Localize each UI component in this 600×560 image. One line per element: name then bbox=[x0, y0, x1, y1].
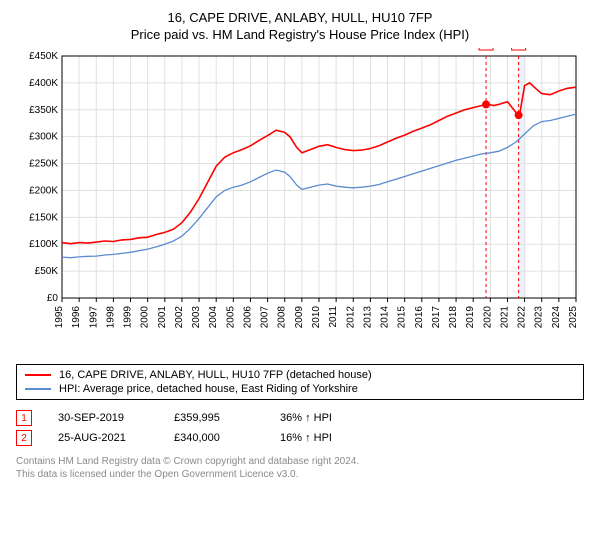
svg-text:£400K: £400K bbox=[29, 78, 58, 89]
transaction-marker: 2 bbox=[16, 430, 32, 446]
svg-text:2014: 2014 bbox=[380, 306, 391, 329]
chart-svg: £0 £50K £100K £150K £200K £250K £300K £350K £400… bbox=[14, 48, 586, 358]
svg-text:£50K: £50K bbox=[35, 266, 59, 277]
transaction-price: £359,995 bbox=[174, 412, 254, 424]
legend-swatch bbox=[25, 374, 51, 376]
svg-text:2019: 2019 bbox=[465, 306, 476, 329]
transaction-marker: 1 bbox=[16, 410, 32, 426]
transaction-row: 1 30-SEP-2019 £359,995 36% ↑ HPI bbox=[16, 408, 584, 428]
svg-text:2: 2 bbox=[516, 48, 522, 50]
legend-label: HPI: Average price, detached house, East… bbox=[59, 383, 358, 395]
svg-text:2003: 2003 bbox=[191, 306, 202, 329]
svg-text:1996: 1996 bbox=[71, 306, 82, 329]
svg-text:2008: 2008 bbox=[277, 306, 288, 329]
svg-text:2000: 2000 bbox=[140, 306, 151, 329]
svg-text:2007: 2007 bbox=[260, 306, 271, 329]
transaction-row: 2 25-AUG-2021 £340,000 16% ↑ HPI bbox=[16, 428, 584, 448]
footer-line1: Contains HM Land Registry data © Crown c… bbox=[16, 456, 584, 469]
svg-text:2013: 2013 bbox=[362, 306, 373, 329]
transaction-diff: 36% ↑ HPI bbox=[280, 412, 360, 424]
svg-text:£450K: £450K bbox=[29, 51, 58, 62]
svg-text:2002: 2002 bbox=[174, 306, 185, 329]
svg-text:1999: 1999 bbox=[123, 306, 134, 329]
svg-text:£300K: £300K bbox=[29, 132, 58, 143]
svg-text:£250K: £250K bbox=[29, 159, 58, 170]
svg-text:£150K: £150K bbox=[29, 212, 58, 223]
svg-text:2025: 2025 bbox=[568, 306, 579, 329]
footer-attribution: Contains HM Land Registry data © Crown c… bbox=[16, 456, 584, 481]
svg-text:2001: 2001 bbox=[157, 306, 168, 329]
svg-text:2012: 2012 bbox=[345, 306, 356, 329]
svg-text:2009: 2009 bbox=[294, 306, 305, 329]
svg-text:2016: 2016 bbox=[414, 306, 425, 329]
svg-text:2010: 2010 bbox=[311, 306, 322, 329]
svg-text:2020: 2020 bbox=[482, 306, 493, 329]
transaction-price: £340,000 bbox=[174, 432, 254, 444]
svg-text:1997: 1997 bbox=[88, 306, 99, 329]
legend-item: HPI: Average price, detached house, East… bbox=[25, 383, 575, 395]
chart-subtitle: Price paid vs. HM Land Registry's House … bbox=[14, 27, 586, 42]
transactions-table: 1 30-SEP-2019 £359,995 36% ↑ HPI 2 25-AUG-202… bbox=[16, 408, 584, 448]
chart: £0 £50K £100K £150K £200K £250K £300K £350K £400… bbox=[14, 48, 586, 358]
svg-text:2015: 2015 bbox=[397, 306, 408, 329]
legend-label: 16, CAPE DRIVE, ANLABY, HULL, HU10 7FP (… bbox=[59, 369, 372, 381]
transaction-date: 30-SEP-2019 bbox=[58, 412, 148, 424]
svg-text:£100K: £100K bbox=[29, 239, 58, 250]
svg-text:£0: £0 bbox=[47, 293, 59, 304]
svg-text:2021: 2021 bbox=[499, 306, 510, 329]
svg-text:1995: 1995 bbox=[54, 306, 65, 329]
svg-text:1998: 1998 bbox=[105, 306, 116, 329]
svg-text:2005: 2005 bbox=[225, 306, 236, 329]
svg-text:2006: 2006 bbox=[242, 306, 253, 329]
svg-text:2004: 2004 bbox=[208, 306, 219, 329]
legend-item: 16, CAPE DRIVE, ANLABY, HULL, HU10 7FP (… bbox=[25, 369, 575, 381]
svg-text:1: 1 bbox=[483, 48, 489, 50]
chart-container: 16, CAPE DRIVE, ANLABY, HULL, HU10 7FP P… bbox=[0, 0, 600, 487]
svg-text:2018: 2018 bbox=[448, 306, 459, 329]
svg-text:2017: 2017 bbox=[431, 306, 442, 329]
svg-text:2023: 2023 bbox=[534, 306, 545, 329]
legend: 16, CAPE DRIVE, ANLABY, HULL, HU10 7FP (… bbox=[16, 364, 584, 400]
footer-line2: This data is licensed under the Open Gov… bbox=[16, 469, 584, 482]
transaction-diff: 16% ↑ HPI bbox=[280, 432, 360, 444]
svg-text:2022: 2022 bbox=[517, 306, 528, 329]
svg-text:2024: 2024 bbox=[551, 306, 562, 329]
legend-swatch bbox=[25, 388, 51, 390]
chart-title: 16, CAPE DRIVE, ANLABY, HULL, HU10 7FP bbox=[14, 10, 586, 25]
svg-text:£200K: £200K bbox=[29, 185, 58, 196]
transaction-date: 25-AUG-2021 bbox=[58, 432, 148, 444]
svg-text:£350K: £350K bbox=[29, 105, 58, 116]
svg-text:2011: 2011 bbox=[328, 306, 339, 328]
